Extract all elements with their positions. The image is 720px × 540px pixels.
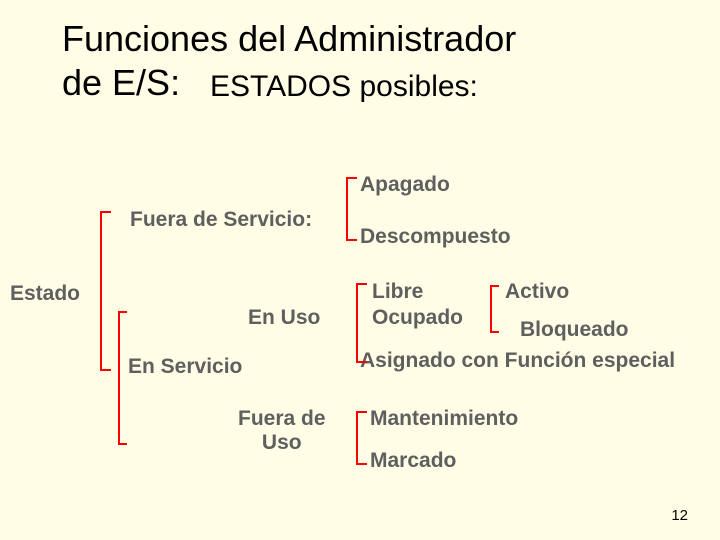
label-activo: Activo xyxy=(505,280,569,304)
label-ocupado: Ocupado xyxy=(372,306,463,330)
label-apagado: Apagado xyxy=(360,173,450,197)
label-marcado: Marcado xyxy=(370,449,456,473)
title-line1: Funciones del Administrador xyxy=(62,18,516,59)
label-bloqueado: Bloqueado xyxy=(520,318,629,342)
label-fuera-uso-l2: Uso xyxy=(238,431,326,455)
bracket-en-uso xyxy=(356,282,378,366)
label-fuera-uso-l1: Fuera de xyxy=(238,407,326,431)
label-asignado: Asignado con Función especial xyxy=(360,349,675,373)
label-estado: Estado xyxy=(10,282,80,306)
label-fuera-servicio: Fuera de Servicio: xyxy=(130,208,312,232)
bracket-en-servicio xyxy=(118,310,138,448)
label-descompuesto: Descompuesto xyxy=(360,225,511,249)
label-en-servicio: En Servicio xyxy=(128,355,242,379)
title-line2-right: ESTADOS posibles: xyxy=(210,70,478,105)
slide-number: 12 xyxy=(671,507,688,524)
title-line2-left: de E/S: xyxy=(62,62,180,103)
label-libre: Libre xyxy=(372,280,423,304)
label-fuera-uso: Fuera de Uso xyxy=(238,407,326,455)
bracket-fuera-servicio xyxy=(346,176,368,244)
label-en-uso: En Uso xyxy=(248,306,320,330)
bracket-ocupado xyxy=(490,284,510,336)
label-mantenimiento: Mantenimiento xyxy=(370,407,518,431)
bracket-fuera-uso xyxy=(356,410,378,468)
